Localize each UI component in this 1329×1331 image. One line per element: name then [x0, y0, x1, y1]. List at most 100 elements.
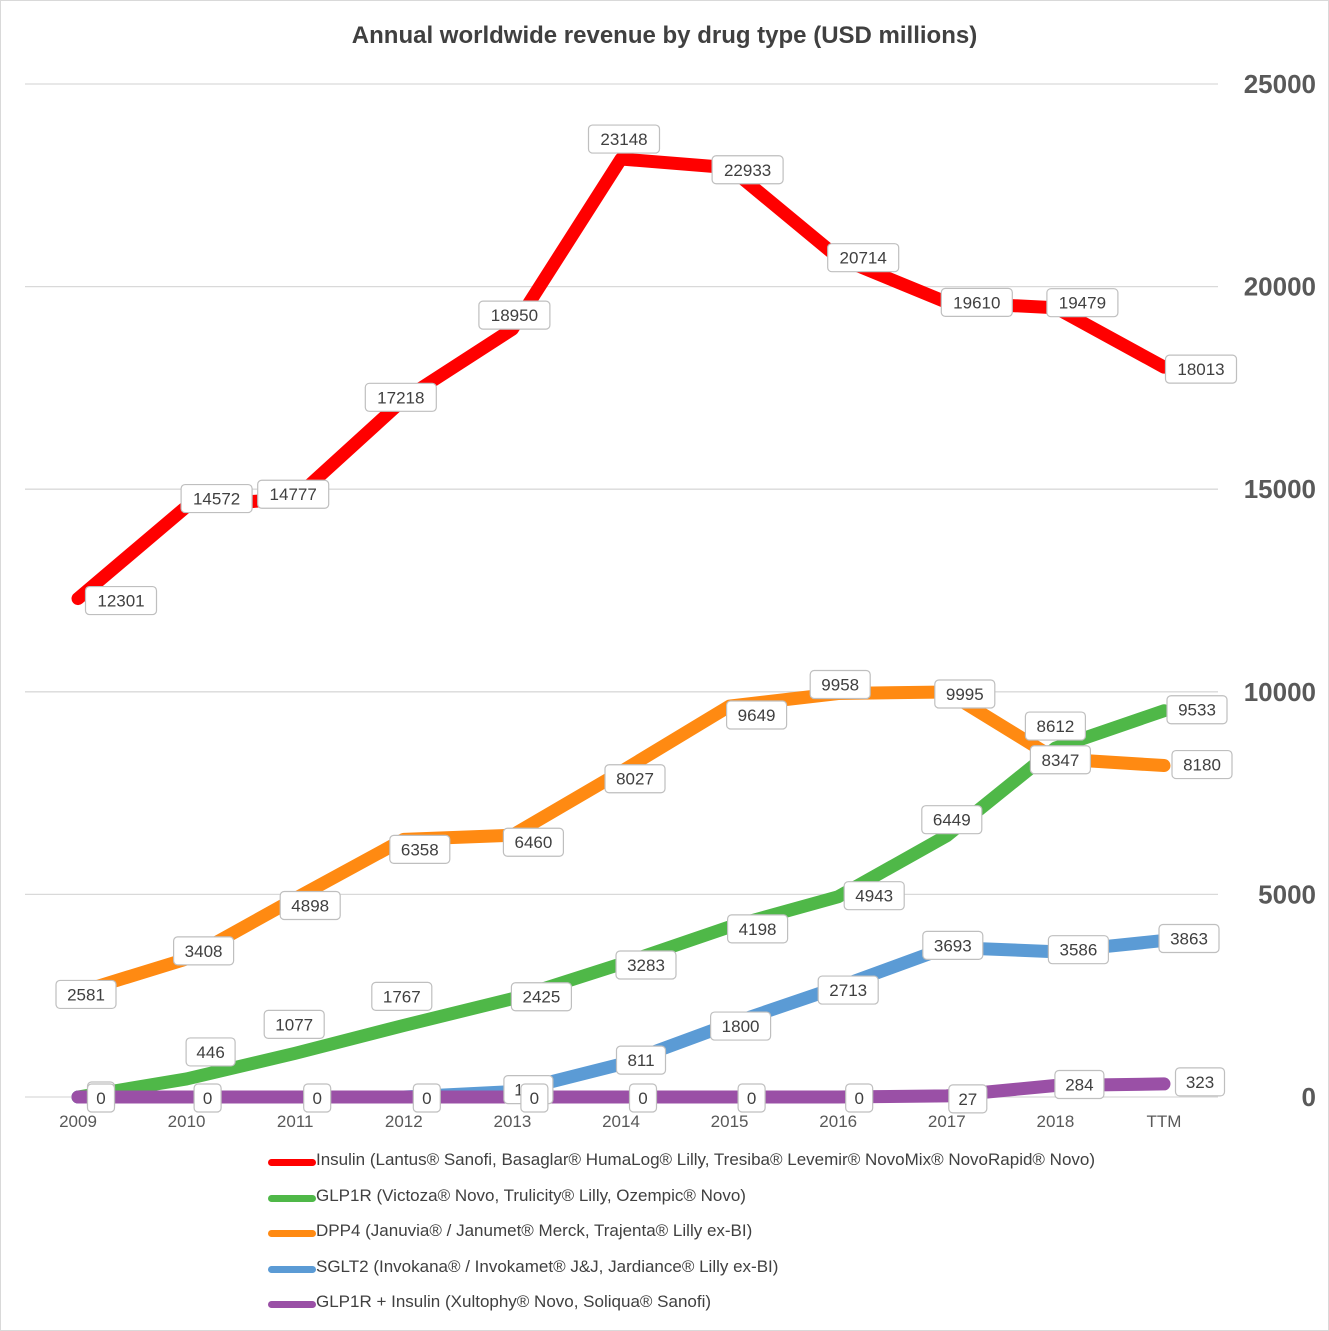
data-label-text: 3408 — [185, 942, 223, 961]
x-tick-label: 2017 — [928, 1112, 966, 1131]
legend-swatch — [268, 1159, 316, 1166]
data-label: 2581 — [55, 979, 117, 1010]
data-label-box — [843, 881, 905, 911]
data-label-box — [934, 679, 996, 709]
data-label: 9958 — [809, 669, 871, 700]
data-label-box — [737, 1083, 766, 1113]
data-label-box — [364, 382, 437, 412]
x-tick-label: 2018 — [1036, 1112, 1074, 1131]
data-label: 0 — [412, 1083, 441, 1113]
data-label-text: 27 — [958, 1090, 977, 1109]
legend-swatch — [268, 1230, 316, 1237]
data-label-text: 2581 — [67, 985, 105, 1004]
data-label: 4198 — [726, 914, 789, 944]
data-label-text: 2713 — [829, 981, 867, 1000]
data-label-text: 9649 — [738, 706, 776, 725]
data-label-box — [827, 243, 900, 273]
data-label: 17218 — [364, 382, 437, 412]
data-label-text: 323 — [1186, 1073, 1214, 1092]
data-label-box — [1171, 749, 1233, 780]
data-label: 4898 — [279, 890, 341, 921]
data-label: 3408 — [173, 936, 235, 966]
x-tick-label: 2015 — [711, 1112, 749, 1131]
data-label-box — [193, 1083, 222, 1113]
data-label: 14572 — [180, 483, 253, 514]
data-label-text: 1800 — [722, 1017, 760, 1036]
data-label: 22933 — [711, 155, 784, 185]
legend-swatch — [268, 1301, 316, 1308]
data-label-box — [478, 300, 551, 330]
data-label: 0 — [628, 1083, 658, 1113]
data-label-box — [845, 1083, 874, 1113]
data-label: 446 — [185, 1037, 236, 1067]
data-label-text: 0 — [747, 1089, 756, 1108]
data-label-box — [173, 936, 235, 966]
data-label-box — [809, 669, 871, 700]
data-label-box — [257, 479, 330, 509]
data-label-box — [940, 287, 1013, 318]
legend-label: GLP1R + Insulin (Xultophy® Novo, Soliqua… — [316, 1292, 712, 1311]
x-tick-label: 2012 — [385, 1112, 423, 1131]
data-label-text: 0 — [203, 1089, 212, 1108]
data-label: 19610 — [940, 287, 1013, 318]
data-label-box — [711, 155, 784, 185]
data-label: 8347 — [1029, 745, 1092, 775]
data-label-box — [185, 1037, 236, 1067]
data-label-box — [628, 1083, 658, 1113]
data-label: 19479 — [1046, 288, 1119, 318]
data-label-text: 19610 — [953, 293, 1000, 312]
data-label-box — [520, 1083, 549, 1113]
legend-label: SGLT2 (Invokana® / Invokamet® J&J, Jardi… — [316, 1256, 779, 1276]
data-label: 1077 — [263, 1009, 325, 1039]
y-tick-label: 10000 — [1244, 677, 1316, 707]
data-label-text: 0 — [530, 1089, 539, 1108]
data-label-box — [502, 827, 564, 857]
data-label-box — [1046, 288, 1119, 318]
data-label-box — [922, 930, 984, 960]
data-label: 3586 — [1047, 935, 1110, 965]
data-label-text: 17218 — [377, 388, 424, 407]
data-label: 811 — [615, 1045, 667, 1075]
data-label-text: 23148 — [600, 130, 647, 149]
x-tick-label: 2014 — [602, 1112, 640, 1131]
data-label-box — [263, 1009, 325, 1039]
data-label: 18013 — [1164, 354, 1238, 384]
data-label: 23148 — [587, 124, 661, 154]
data-label-text: 8612 — [1036, 717, 1074, 736]
data-label: 0 — [520, 1083, 549, 1113]
data-label: 6449 — [921, 805, 983, 835]
data-label: 8027 — [604, 764, 666, 794]
data-label-box — [1054, 1069, 1105, 1100]
data-label-box — [1047, 935, 1110, 965]
data-label: 4943 — [843, 881, 905, 911]
data-label-text: 14777 — [270, 485, 317, 504]
data-label-text: 2425 — [522, 988, 560, 1007]
data-label: 0 — [737, 1083, 766, 1113]
data-label-box — [615, 950, 677, 980]
data-labels: 12301 14572 14777 17218 18950 23148 22933 20714… — [55, 124, 1238, 1114]
data-label: 14777 — [257, 479, 330, 509]
data-label-text: 22933 — [724, 161, 771, 180]
data-label-text: 0 — [422, 1089, 431, 1108]
data-label-box — [948, 1084, 988, 1114]
x-tick-label: 2010 — [168, 1112, 206, 1131]
data-label-box — [86, 1083, 116, 1113]
legend-label: DPP4 (Januvia® / Janumet® Merck, Trajent… — [316, 1221, 753, 1240]
data-label: 3693 — [922, 930, 984, 960]
data-label-text: 1077 — [275, 1015, 313, 1034]
data-label: 0 — [303, 1083, 332, 1113]
data-label-box — [412, 1083, 441, 1113]
data-label-text: 19479 — [1059, 294, 1106, 313]
data-label: 9995 — [934, 679, 996, 709]
data-label: 3863 — [1158, 923, 1220, 954]
data-label: 6358 — [389, 834, 451, 864]
data-label-text: 446 — [196, 1043, 224, 1062]
y-tick-label: 25000 — [1244, 69, 1316, 99]
data-label-box — [303, 1083, 332, 1113]
x-tick-label: 2009 — [59, 1112, 97, 1131]
data-label-box — [921, 805, 983, 835]
data-label: 1767 — [371, 981, 433, 1012]
data-label-box — [1166, 695, 1228, 725]
data-label: 0 — [845, 1083, 874, 1113]
